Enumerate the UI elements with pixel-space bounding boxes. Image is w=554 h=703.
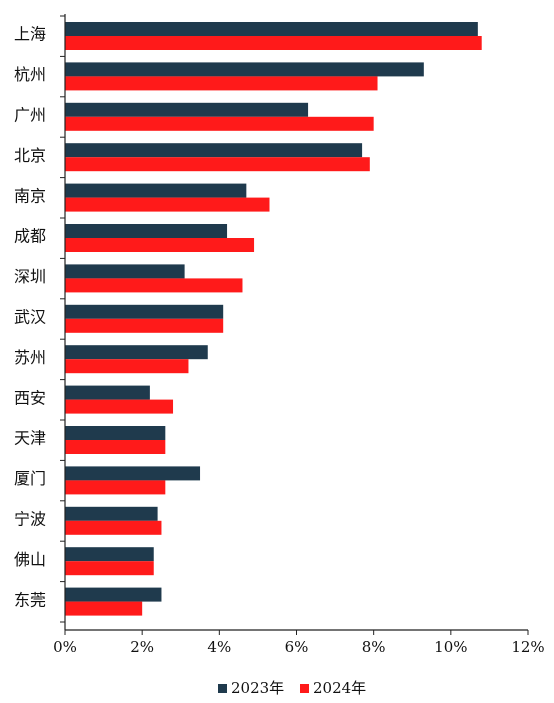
bar-series1-2 — [65, 62, 424, 77]
category-label: 宁波 — [14, 510, 46, 529]
category-label: 上海 — [14, 25, 46, 44]
category-label: 广州 — [14, 106, 46, 125]
category-label: 南京 — [14, 186, 46, 205]
x-axis: 0% 2% 4% 6% 8% 10% 12% — [53, 14, 545, 656]
bar-series1-3 — [65, 102, 309, 117]
bar-series2-4 — [65, 157, 370, 172]
bar-series1-7 — [65, 264, 185, 279]
bars-layer — [65, 22, 482, 616]
category-label: 东莞 — [14, 590, 46, 609]
legend-swatch — [300, 684, 309, 693]
bar-series1-12 — [65, 466, 201, 481]
legend-label: 2023年 — [231, 679, 284, 697]
x-tick-label: 8% — [362, 638, 386, 656]
legend-swatch — [218, 684, 227, 693]
category-label: 苏州 — [14, 348, 46, 367]
x-tick-label: 0% — [53, 638, 77, 656]
category-label: 天津 — [14, 429, 46, 448]
bar-series2-3 — [65, 116, 374, 131]
bar-series2-5 — [65, 197, 270, 212]
category-label: 深圳 — [14, 267, 46, 286]
bar-series2-15 — [65, 601, 143, 616]
bar-series1-13 — [65, 506, 158, 521]
bar-series1-11 — [65, 426, 166, 440]
category-label: 厦门 — [14, 469, 46, 488]
bar-series2-7 — [65, 278, 243, 293]
x-tick-label: 2% — [130, 638, 154, 656]
bar-series2-11 — [65, 440, 166, 454]
x-tick-label: 4% — [207, 638, 231, 656]
legend: 2023年 2024年 — [218, 679, 366, 697]
bar-series2-14 — [65, 561, 154, 576]
bar-series2-8 — [65, 318, 224, 333]
bar-series1-14 — [65, 547, 154, 562]
bar-series2-1 — [65, 36, 482, 50]
category-label: 佛山 — [14, 550, 46, 569]
bar-series2-2 — [65, 76, 378, 91]
bar-series2-12 — [65, 480, 166, 495]
bar-series2-6 — [65, 238, 255, 252]
category-label: 成都 — [14, 227, 46, 246]
x-tick-label: 10% — [434, 638, 467, 656]
bar-series1-4 — [65, 143, 363, 158]
bar-series2-9 — [65, 359, 189, 374]
x-tick-label: 6% — [285, 638, 309, 656]
category-label: 杭州 — [14, 65, 46, 84]
bar-series2-13 — [65, 520, 162, 535]
category-label: 西安 — [14, 388, 46, 407]
bar-series1-10 — [65, 385, 150, 400]
legend-label: 2024年 — [313, 679, 366, 697]
bar-series1-15 — [65, 587, 162, 602]
category-label: 武汉 — [14, 308, 46, 327]
bar-series1-9 — [65, 345, 208, 360]
category-label: 北京 — [14, 146, 46, 165]
bar-series1-6 — [65, 224, 228, 238]
bar-series1-5 — [65, 183, 247, 198]
bar-series2-10 — [65, 399, 174, 414]
bar-series1-8 — [65, 304, 224, 319]
x-tick-label: 12% — [511, 638, 544, 656]
bar-series1-1 — [65, 22, 478, 36]
